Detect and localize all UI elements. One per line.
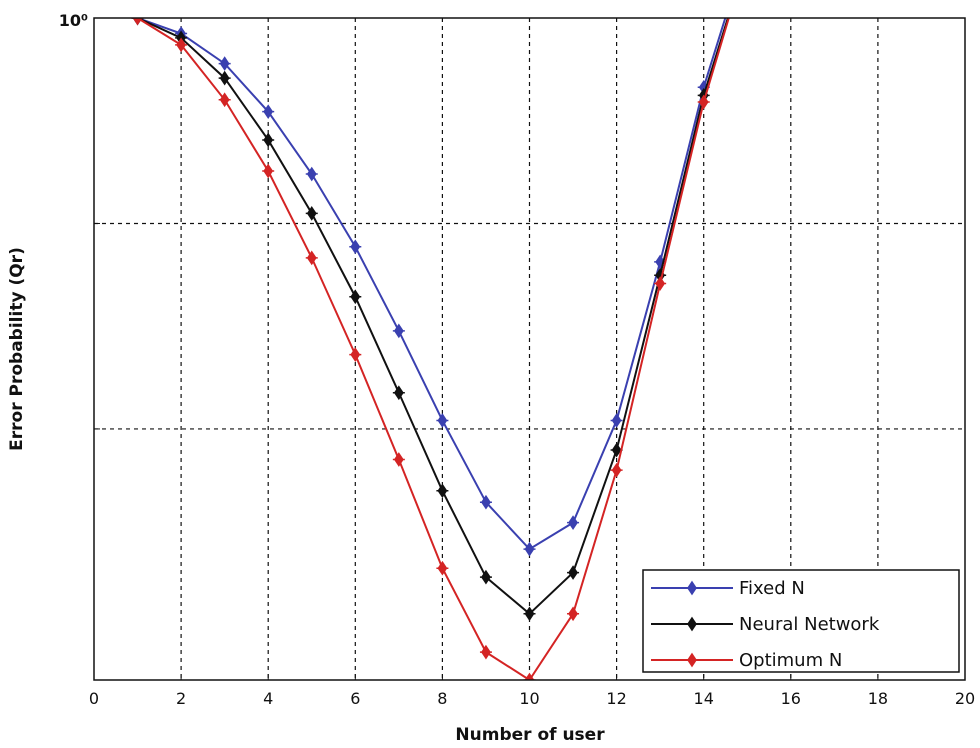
x-axis-label: Number of user bbox=[455, 725, 605, 745]
x-tick-label: 6 bbox=[350, 689, 360, 708]
data-point bbox=[436, 560, 449, 576]
data-point bbox=[175, 37, 188, 53]
data-point bbox=[479, 644, 492, 660]
data-point bbox=[610, 462, 623, 478]
data-point bbox=[436, 413, 449, 428]
data-point bbox=[392, 385, 405, 401]
x-tick-label: 4 bbox=[263, 689, 273, 708]
data-point bbox=[262, 104, 275, 120]
x-tick-label: 12 bbox=[606, 689, 626, 708]
data-point bbox=[567, 606, 580, 622]
legend-label: Optimum N bbox=[739, 650, 842, 671]
data-point bbox=[392, 323, 405, 339]
data-point bbox=[349, 289, 362, 305]
x-tick-label: 2 bbox=[176, 689, 186, 708]
data-point bbox=[262, 132, 275, 148]
x-tick-label: 14 bbox=[694, 689, 714, 708]
data-point bbox=[479, 494, 492, 510]
data-point bbox=[349, 347, 362, 362]
legend-label: Neural Network bbox=[739, 614, 880, 635]
data-point bbox=[305, 166, 318, 182]
data-point bbox=[479, 569, 492, 585]
data-point bbox=[610, 413, 623, 428]
plot-lines bbox=[131, 18, 730, 680]
data-point bbox=[131, 18, 144, 26]
data-point bbox=[349, 239, 362, 255]
data-point bbox=[392, 452, 405, 467]
x-tick-label: 8 bbox=[437, 689, 447, 708]
data-point bbox=[523, 672, 536, 680]
x-tick-label: 20 bbox=[955, 689, 975, 708]
data-point bbox=[218, 92, 231, 108]
legend-marker bbox=[686, 616, 698, 632]
x-tick-label: 18 bbox=[868, 689, 888, 708]
data-point bbox=[654, 276, 667, 291]
x-tick-label: 16 bbox=[781, 689, 801, 708]
data-point bbox=[218, 70, 231, 86]
y-tick-label: 10⁰ bbox=[59, 11, 88, 30]
data-point bbox=[567, 515, 580, 530]
data-point bbox=[305, 250, 318, 266]
data-point bbox=[523, 606, 536, 622]
plot-frame bbox=[93, 17, 966, 681]
data-point bbox=[218, 56, 231, 71]
data-point bbox=[567, 565, 580, 580]
data-point bbox=[523, 541, 536, 557]
legend-marker bbox=[686, 580, 698, 596]
legend-label: Fixed N bbox=[739, 578, 805, 599]
y-axis-label: Error Probability (Qr) bbox=[7, 247, 27, 451]
data-point bbox=[305, 206, 318, 221]
data-point bbox=[436, 483, 449, 499]
x-tick-label: 10 bbox=[519, 689, 539, 708]
data-point bbox=[262, 163, 275, 179]
x-tick-label: 0 bbox=[89, 689, 99, 708]
legend-marker bbox=[686, 652, 698, 668]
data-point bbox=[697, 94, 710, 110]
